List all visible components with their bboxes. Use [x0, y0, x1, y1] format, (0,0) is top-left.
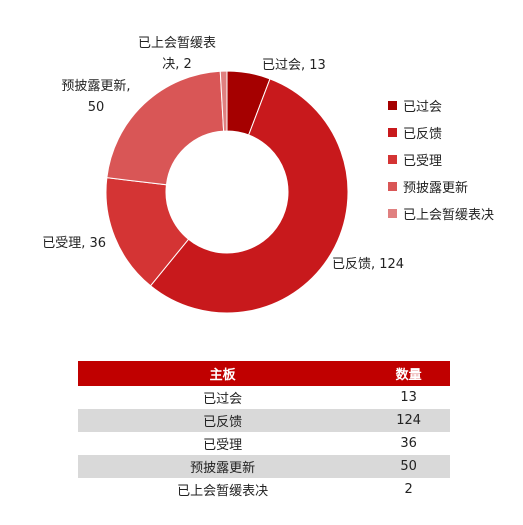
legend-label: 预披露更新: [403, 181, 469, 196]
table-cell: 50: [367, 455, 450, 478]
data-label: 已受理, 36: [42, 236, 106, 251]
table-cell: 已过会: [203, 392, 243, 407]
legend-label: 已上会暂缓表决: [403, 208, 495, 223]
header-count: 数量: [367, 361, 450, 386]
table-cell: 已受理: [203, 438, 243, 453]
summary-table: 主板 数量 已过会 13 已反馈 124 已受理 36 预披露更新 50 已上会…: [78, 361, 450, 501]
table-cell: 预披露更新: [78, 455, 368, 478]
data-label: 已过会, 13: [262, 58, 326, 73]
header-board: 主板: [78, 361, 368, 386]
legend-swatch: [388, 101, 397, 110]
legend-item-accepted: 已受理: [388, 146, 494, 173]
legend-item-predisclosure: 预披露更新: [388, 173, 494, 200]
data-label: 已上会暂缓表决, 2: [138, 36, 216, 72]
legend-swatch: [388, 155, 397, 164]
table-row: 已上会暂缓表决 2: [78, 478, 450, 501]
table-cell: 2: [404, 482, 413, 497]
data-label: 已反馈, 124: [332, 257, 404, 272]
table-cell: 36: [400, 436, 417, 451]
slice-deferred: [219, 70, 228, 132]
slice-feedback: [149, 78, 349, 314]
legend-label: 已受理: [403, 154, 443, 169]
table-row: 预披露更新 50: [78, 455, 450, 478]
table-cell: 已反馈: [78, 409, 368, 432]
legend-swatch: [388, 209, 397, 218]
table-cell: 124: [367, 409, 450, 432]
legend-item-deferred: 已上会暂缓表决: [388, 200, 494, 227]
legend-item-passed: 已过会: [388, 92, 494, 119]
legend-swatch: [388, 128, 397, 137]
table-cell: 已上会暂缓表决: [177, 484, 269, 499]
table-cell: 13: [400, 390, 417, 405]
table-header-row: 主板 数量: [78, 361, 450, 386]
table-row: 已过会 13: [78, 386, 450, 409]
table-row: 已反馈 124: [78, 409, 450, 432]
legend-swatch: [388, 182, 397, 191]
table-row: 已受理 36: [78, 432, 450, 455]
data-label: 预披露更新, 50: [61, 78, 130, 115]
slice-predisclosure: [106, 70, 225, 186]
legend-item-feedback: 已反馈: [388, 119, 494, 146]
legend-label: 已过会: [403, 100, 443, 115]
chart-legend: 已过会 已反馈 已受理 预披露更新 已上会暂缓表决: [388, 92, 494, 227]
legend-label: 已反馈: [403, 127, 443, 142]
